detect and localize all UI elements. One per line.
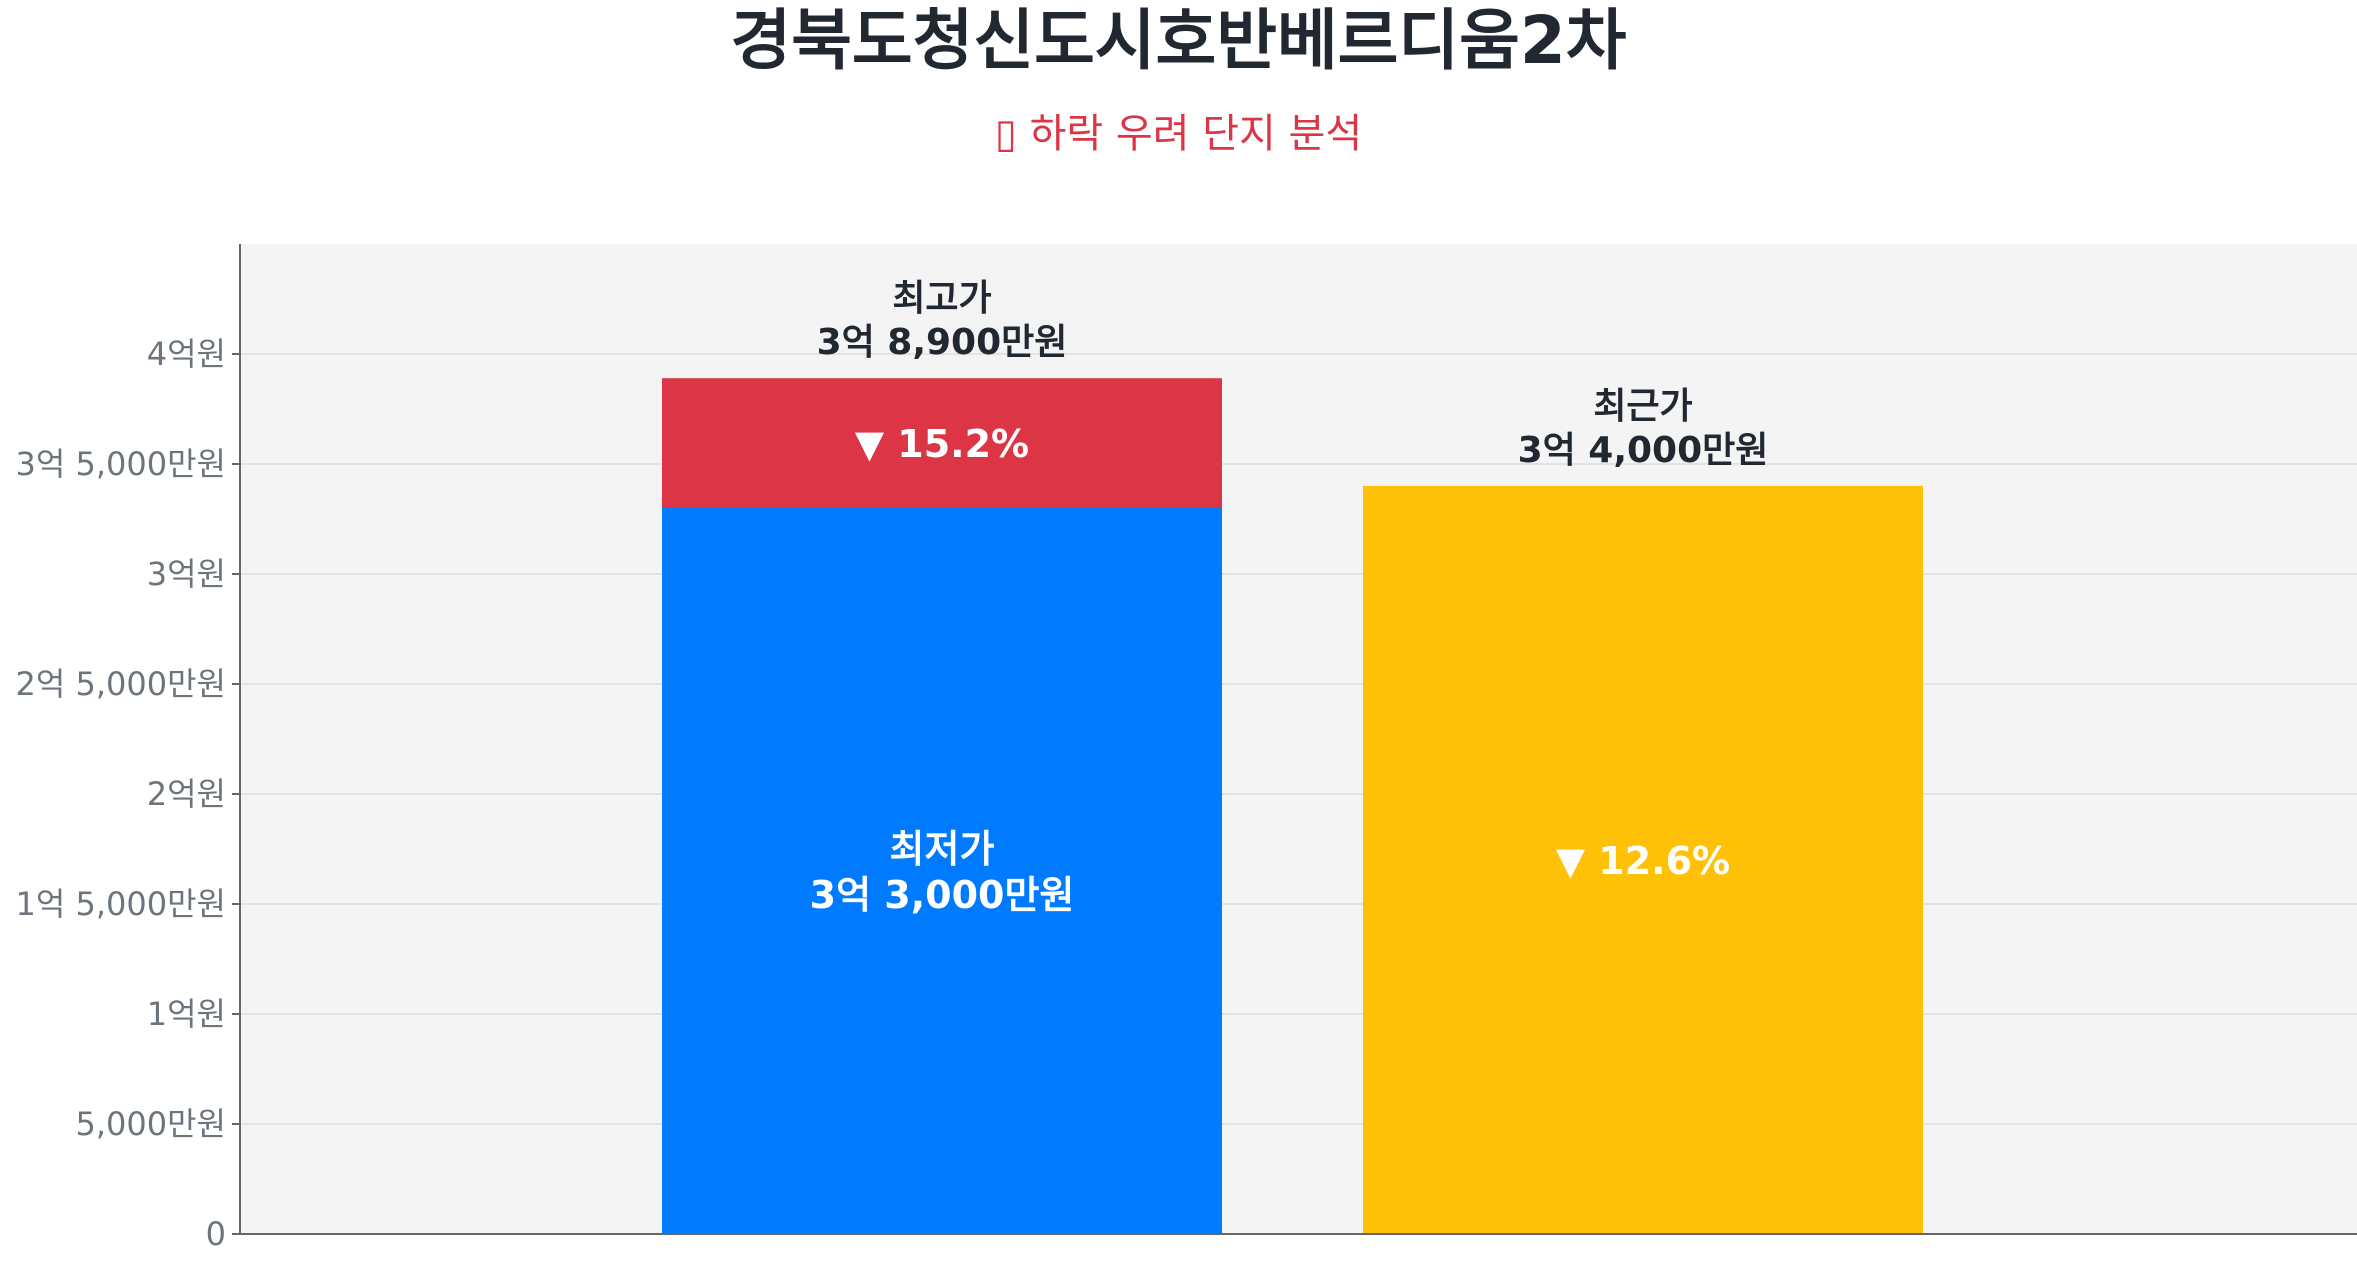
y-tick-label: 4억원 bbox=[147, 335, 226, 373]
bar-top-label: 3억 4,000만원 bbox=[1518, 430, 1769, 471]
y-tick-label: 5,000만원 bbox=[76, 1105, 227, 1143]
chart-subtitle: ▯ 하락 우려 단지 분석 bbox=[994, 111, 1363, 157]
y-tick-label: 1억원 bbox=[147, 995, 226, 1033]
bar-top-label: 최고가 bbox=[892, 278, 991, 319]
y-tick-label: 0 bbox=[206, 1215, 226, 1253]
bar-segment bbox=[662, 508, 1222, 1234]
y-tick-label: 2억원 bbox=[147, 775, 226, 813]
data-label: ▼ 15.2% bbox=[855, 422, 1029, 466]
bar-top-label: 최근가 bbox=[1593, 386, 1692, 427]
data-label: 3억 3,000만원 bbox=[810, 873, 1075, 917]
chart-title: 경북도청신도시호반베르디움2차 bbox=[730, 2, 1627, 79]
bar-segment bbox=[662, 378, 1222, 508]
bar-segment bbox=[1363, 486, 1923, 1234]
bar-top-label: 3억 8,900만원 bbox=[817, 322, 1068, 363]
plot-area bbox=[240, 244, 2357, 1234]
data-label: ▼ 12.6% bbox=[1556, 839, 1730, 883]
data-label: 최저가 bbox=[890, 827, 995, 871]
y-tick-label: 2억 5,000만원 bbox=[16, 665, 226, 703]
y-tick-label: 3억원 bbox=[147, 555, 226, 593]
y-tick-label: 1억 5,000만원 bbox=[16, 885, 226, 923]
y-tick-label: 3억 5,000만원 bbox=[16, 445, 226, 483]
